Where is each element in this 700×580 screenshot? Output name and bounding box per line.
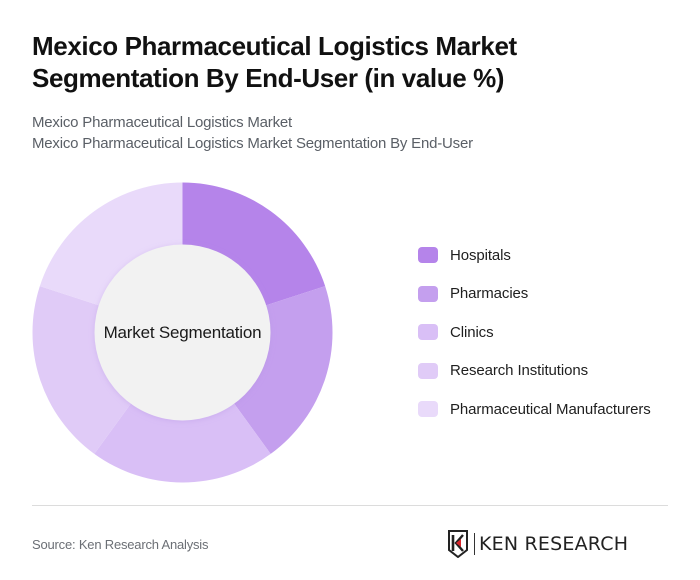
legend-label: Hospitals (450, 246, 511, 264)
legend-item-hospitals[interactable]: Hospitals (418, 244, 651, 266)
ken-research-logo: KEN RESEARCH (447, 530, 628, 558)
center-label: Market Segmentation (103, 322, 262, 342)
donut-svg (32, 182, 333, 483)
legend-swatch (418, 362, 438, 379)
legend-item-research-institutions[interactable]: Research Institutions (418, 360, 651, 382)
legend-label: Pharmacies (450, 285, 529, 302)
legend-label: Research Institutions (450, 362, 588, 379)
legend: Hospitals Pharmacies Clinics Research In… (418, 244, 651, 437)
logo-text: KEN RESEARCH (479, 533, 629, 555)
donut-chart: Market Segmentation (30, 180, 335, 485)
ken-research-logo-icon (448, 530, 468, 558)
legend-label: Pharmaceutical Manufacturers (450, 400, 651, 418)
footer-divider (32, 505, 668, 506)
source-note: Source: Ken Research Analysis (32, 537, 209, 552)
legend-swatch (418, 285, 438, 302)
legend-item-clinics[interactable]: Clinics (418, 321, 651, 343)
subtitle-line-1: Mexico Pharmaceutical Logistics Market (32, 114, 292, 131)
page-title: Mexico Pharmaceutical Logistics Market S… (32, 31, 517, 93)
legend-item-pharmaceutical-manufacturers[interactable]: Pharmaceutical Manufacturers (418, 398, 651, 420)
chart-subtitle: Mexico Pharmaceutical Logistics Market M… (32, 112, 682, 154)
donut-hole (94, 244, 271, 421)
legend-item-pharmacies[interactable]: Pharmacies (418, 283, 651, 305)
legend-label: Clinics (450, 323, 494, 341)
legend-swatch (418, 247, 438, 263)
logo-separator (474, 533, 475, 555)
legend-swatch (418, 324, 438, 340)
legend-swatch (418, 401, 438, 417)
subtitle-line-2: Mexico Pharmaceutical Logistics Market S… (32, 135, 473, 152)
